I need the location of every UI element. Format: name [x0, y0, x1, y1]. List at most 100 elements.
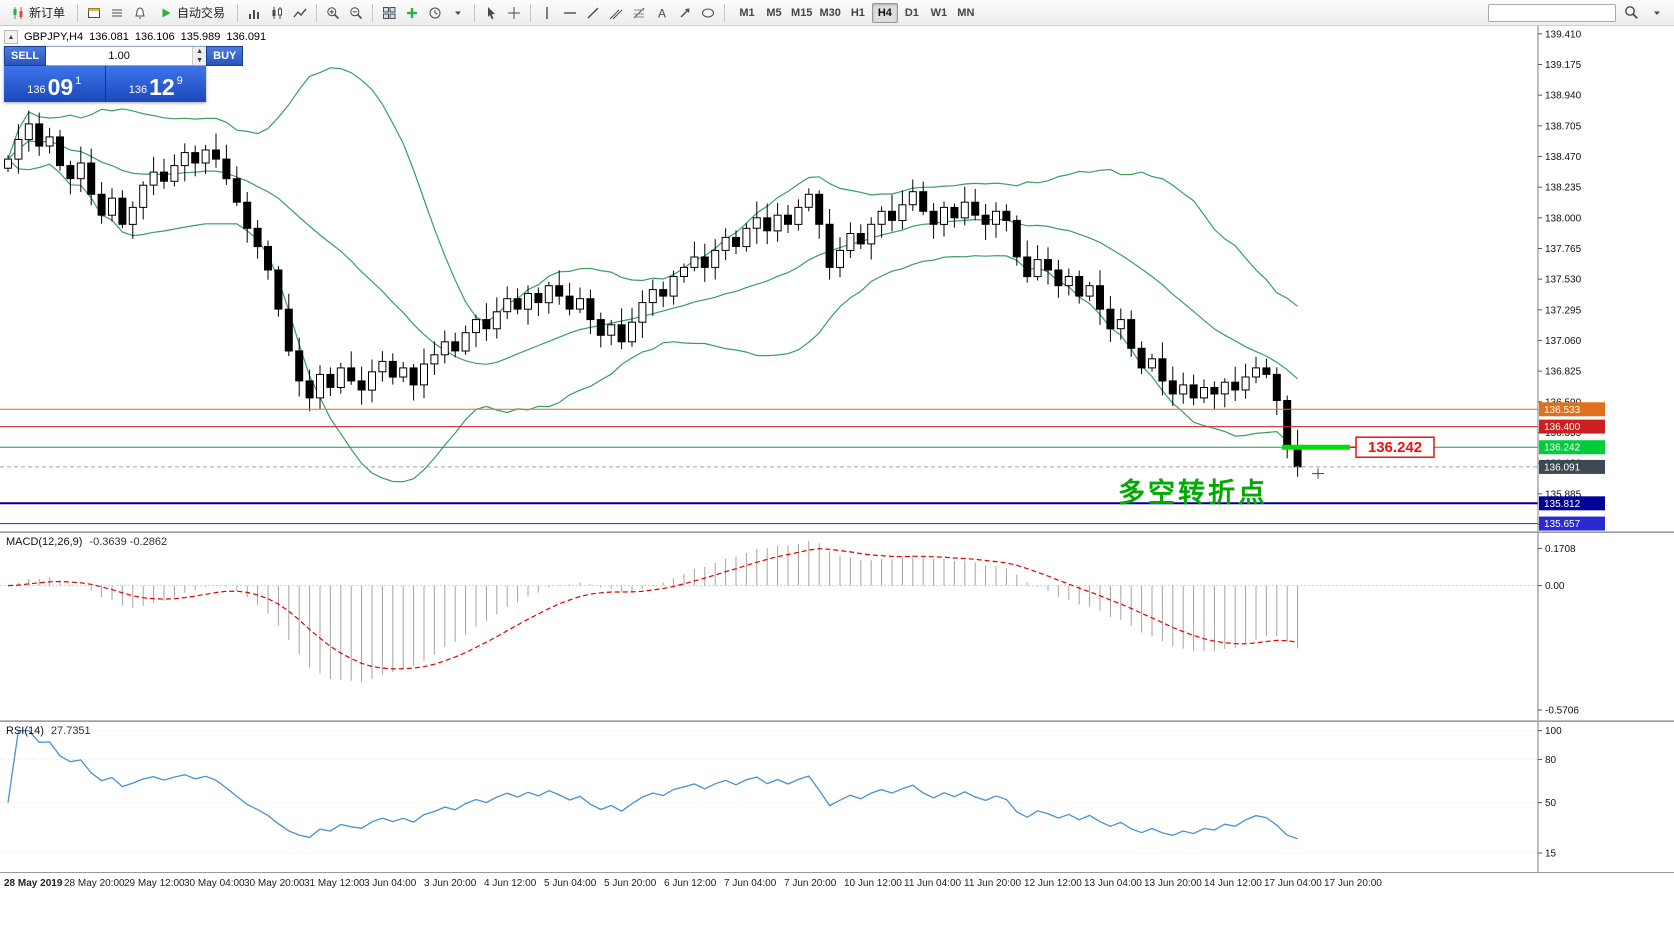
shapes-icon	[702, 8, 715, 17]
rsi-name: RSI(14)	[6, 725, 44, 737]
clock-icon	[429, 7, 441, 18]
horizontal-line-tool-button[interactable]	[559, 2, 581, 24]
new-order-button[interactable]: 新订单	[4, 2, 72, 24]
time-axis-label: 7 Jun 04:00	[724, 878, 777, 889]
symbol-period-label: GBPJPY,H4	[24, 31, 84, 43]
ohlc-low: 135.989	[180, 31, 221, 43]
timeframe-toolbar: M1 M5 M15 M30 H1 H4 D1 W1 MN	[734, 2, 979, 23]
one-click-trading-panel: SELL ▲ ▼ BUY 136 09 1 136	[4, 46, 244, 102]
shapes-tool-button[interactable]	[697, 2, 719, 24]
ohlc-high: 136.106	[134, 31, 175, 43]
sell-price-button[interactable]: 136 09 1	[4, 66, 106, 102]
sell-price-sup: 1	[75, 75, 82, 87]
annotation-text[interactable]: 多空转折点	[1118, 477, 1268, 508]
autotrading-button[interactable]: 自动交易	[152, 2, 232, 24]
macd-histogram	[17, 541, 1299, 682]
toolbar-separator	[372, 3, 374, 22]
new-order-label: 新订单	[29, 6, 66, 20]
svg-text:138.940: 138.940	[1545, 91, 1582, 102]
help-menu-button[interactable]	[1646, 2, 1668, 24]
buy-price-button[interactable]: 136 12 9	[105, 66, 206, 102]
new-order-icon	[13, 6, 23, 19]
line-chart-icon	[293, 8, 307, 17]
time-axis-label: 13 Jun 20:00	[1144, 878, 1202, 889]
panel-separator[interactable]	[0, 531, 1674, 533]
zoom-out-icon	[350, 6, 363, 19]
market-watch-button[interactable]	[106, 2, 128, 24]
templates-button[interactable]	[447, 2, 469, 24]
vertical-line-tool-button[interactable]	[536, 2, 558, 24]
price-tag	[1539, 459, 1605, 474]
zoom-in-button[interactable]	[322, 2, 344, 24]
timeframe-H4[interactable]: H4	[871, 2, 898, 23]
chevron-down-icon	[1654, 11, 1660, 15]
svg-text:138.470: 138.470	[1545, 152, 1582, 163]
timeframe-D1[interactable]: D1	[899, 3, 925, 23]
arrows-tool-button[interactable]	[674, 2, 696, 24]
tile-windows-button[interactable]	[378, 2, 400, 24]
search-input[interactable]	[1488, 3, 1616, 22]
periods-button[interactable]	[424, 2, 446, 24]
volume-up-button[interactable]: ▲	[192, 47, 207, 56]
sell-button[interactable]: SELL	[4, 46, 47, 66]
bar-chart-mode-button[interactable]	[243, 2, 265, 24]
level-lines[interactable]	[0, 408, 1538, 525]
chart-window-button[interactable]	[83, 2, 105, 24]
text-tool-button[interactable]: A	[651, 2, 673, 24]
macd-chart[interactable]: 0.1708 0.00 -0.5706	[0, 533, 1674, 720]
time-axis[interactable]: 28 May 2019 28 May 20:00 29 May 12:00 30 Ma…	[0, 872, 1674, 901]
macd-label: MACD(12,26,9) -0.3639 -0.2862	[6, 536, 167, 548]
timeframe-M30[interactable]: M30	[816, 3, 843, 23]
horizontal-line-icon	[564, 11, 577, 14]
svg-text:50: 50	[1545, 798, 1557, 809]
time-axis-label: 29 May 12:00	[124, 878, 185, 889]
zoom-out-button[interactable]	[345, 2, 367, 24]
timeframe-W1[interactable]: W1	[926, 3, 952, 23]
timeframe-M1[interactable]: M1	[734, 3, 760, 23]
trendline-tool-button[interactable]	[582, 2, 604, 24]
vertical-line-icon	[546, 6, 548, 19]
channel-tool-button[interactable]	[605, 2, 627, 24]
price-callout-box[interactable]	[1355, 436, 1435, 458]
svg-text:136.242: 136.242	[1544, 443, 1581, 454]
tile-windows-icon	[383, 6, 396, 19]
buy-button[interactable]: BUY	[206, 46, 244, 66]
arrow-tool-icon	[680, 8, 690, 17]
crosshair-icon	[508, 6, 521, 19]
timeframe-M5[interactable]: M5	[761, 3, 787, 23]
line-chart-mode-button[interactable]	[289, 2, 311, 24]
time-axis-label: 14 Jun 12:00	[1204, 878, 1262, 889]
time-axis-label: 7 Jun 20:00	[784, 878, 837, 889]
timeframe-MN[interactable]: MN	[953, 3, 979, 23]
timeframe-M15[interactable]: M15	[788, 3, 815, 23]
macd-signal-line	[7, 548, 1298, 670]
volume-input[interactable]	[46, 47, 193, 65]
indicators-button[interactable]	[401, 2, 423, 24]
svg-text:136.400: 136.400	[1544, 422, 1581, 433]
sell-price-big: 09	[47, 74, 74, 100]
channel-icon	[609, 9, 623, 19]
alerts-button[interactable]	[129, 2, 151, 24]
toolbar: 新订单 自动交易	[0, 0, 1674, 26]
toolbar-separator	[724, 3, 726, 22]
svg-text:137.295: 137.295	[1545, 305, 1582, 316]
autotrade-play-icon	[162, 8, 171, 17]
time-axis-label: 28 May 20:00	[64, 878, 125, 889]
search-button[interactable]	[1620, 2, 1642, 24]
fibonacci-tool-button[interactable]	[628, 2, 650, 24]
rsi-label: RSI(14) 27.7351	[6, 725, 91, 737]
panel-separator[interactable]	[0, 720, 1674, 722]
crosshair-tool-button[interactable]	[503, 2, 525, 24]
price-tag	[1539, 440, 1605, 455]
fibonacci-icon	[633, 7, 645, 18]
collapse-chart-icon[interactable]: ▲	[4, 30, 18, 44]
rsi-chart[interactable]: 100 80 50 15	[0, 722, 1674, 872]
volume-down-button[interactable]: ▼	[192, 56, 207, 65]
toolbar-right	[1488, 2, 1670, 24]
timeframe-H1[interactable]: H1	[845, 3, 871, 23]
cursor-tool-button[interactable]	[480, 2, 502, 24]
main-chart[interactable]: 136.242 多空转折点 139.410 139.175 138.940 138.705…	[0, 26, 1674, 531]
candlestick-mode-button[interactable]	[266, 2, 288, 24]
bar-chart-icon	[249, 9, 260, 19]
bollinger-bands	[7, 67, 1299, 483]
